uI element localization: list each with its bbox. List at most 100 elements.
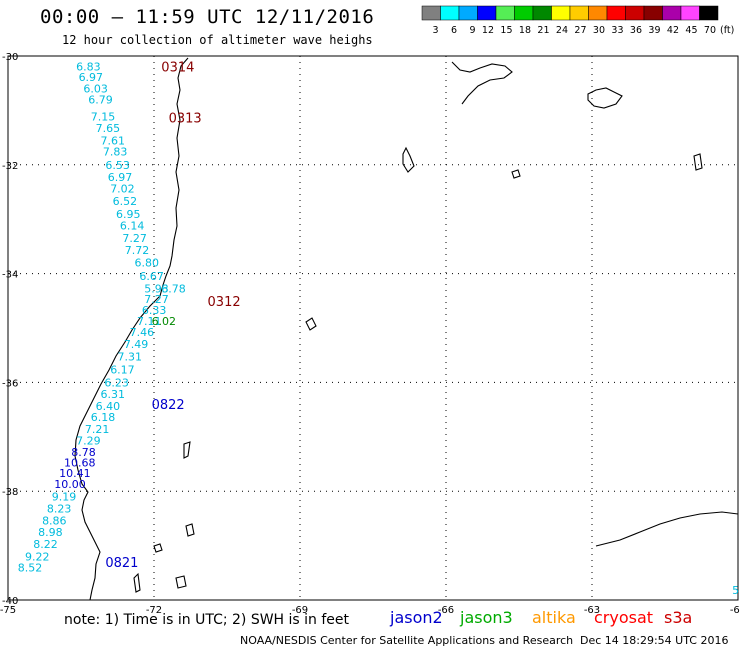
swh-value: 6.31 (100, 388, 125, 401)
swh-value: 8.23 (47, 503, 72, 516)
wave-observations: 6.836.976.036.797.157.657.617.836.536.97… (18, 60, 739, 597)
pass-label: 0822 (152, 398, 185, 413)
colorbar-tick-label: 27 (574, 25, 586, 36)
swh-value: 7.61 (100, 134, 125, 147)
swh-value: 6.83 (76, 60, 101, 73)
island-f (153, 543, 163, 553)
chile-coastline (74, 57, 189, 601)
pass-label: 0821 (105, 556, 138, 571)
swh-value: 7.27 (144, 293, 169, 306)
units-note: note: 1) Time is in UTC; 2) SWH is in fe… (64, 612, 350, 628)
swh-value: 10.68 (64, 456, 96, 469)
lon-tick-label: -63 (584, 605, 600, 615)
generated-timestamp: Dec 14 18:29:54 UTC 2016 (580, 634, 729, 647)
island-d (305, 317, 317, 331)
colorbar-tick-label: 39 (648, 25, 660, 36)
colorbar-tick-label: 9 (469, 25, 475, 36)
swh-value: 6.33 (142, 304, 167, 317)
swh-value: 6.52 (113, 195, 138, 208)
island-g (175, 575, 187, 589)
grid-lines (8, 56, 738, 600)
lon-tick-label: -69 (292, 605, 308, 615)
swh-value: 6.79 (88, 94, 113, 107)
colorbar-tick-label: 18 (519, 25, 531, 36)
swh-value: 7.72 (125, 244, 150, 257)
colorbar-tick-label: 24 (556, 25, 568, 36)
swh-value: 7.29 (76, 435, 101, 448)
lat-tick-label: -32 (2, 161, 18, 172)
island-a (587, 87, 623, 109)
swh-value: 7.46 (130, 326, 155, 339)
argentina-coast-south (595, 511, 739, 547)
lat-tick-label: -30 (2, 52, 18, 63)
swh-value: 7.21 (85, 423, 110, 436)
legend-altika: altika (532, 608, 576, 627)
swh-value: 5.93 (144, 282, 169, 295)
lon-tick-label: -60 (730, 605, 740, 615)
legend-cryosat: cryosat (594, 608, 654, 627)
swh-value: 6.53 (105, 159, 130, 172)
swh-value: 5 (732, 584, 739, 597)
island-c (511, 169, 521, 179)
swh-value: 10.41 (59, 467, 91, 480)
colorbar-tick-label: 12 (482, 25, 494, 36)
swh-value: 7.02 (110, 183, 135, 196)
swh-value: 8.52 (18, 561, 43, 574)
lat-tick-label: -40 (2, 596, 18, 607)
swh-value: 6.40 (96, 400, 121, 413)
colorbar-tick-label: 6 (451, 25, 457, 36)
island-i (133, 572, 141, 593)
coastline (74, 57, 739, 601)
swh-value: 7.49 (124, 338, 148, 351)
swh-value: 6.78 (161, 282, 186, 295)
island-b (402, 146, 415, 173)
lon-tick-label: -66 (438, 605, 454, 615)
swh-value: 6.02 (152, 315, 177, 328)
swh-value: 6.80 (135, 257, 160, 270)
swh-value: 7.65 (96, 122, 121, 135)
swh-value: 8.22 (33, 538, 58, 551)
island-h (185, 523, 195, 537)
colorbar-tick-label: 42 (667, 25, 679, 36)
swh-value: 6.97 (108, 171, 132, 184)
wave-height-colorbar: 3 6 9 12 15 18 21 24 27 30 33 36 39 42 45 70 (ft) (421, 5, 734, 36)
swh-value: 6.03 (83, 83, 108, 96)
swh-value: 7.11 (137, 315, 162, 328)
colorbar-tick-label: 15 (500, 25, 512, 36)
swh-value: 6.17 (110, 363, 135, 376)
colorbar-unit: (ft) (720, 25, 734, 36)
colorbar-tick-label: 3 (432, 25, 438, 36)
lat-tick-label: -38 (2, 487, 18, 498)
colorbar-tick-label: 70 (704, 25, 716, 36)
swh-value: 10.00 (54, 478, 86, 491)
legend-jason2: jason2 (390, 608, 443, 627)
swh-value: 6.97 (79, 71, 104, 84)
colorbar-tick-label: 45 (685, 25, 697, 36)
swh-value: 8.78 (71, 446, 96, 459)
swh-value: 7.27 (122, 232, 147, 245)
lat-tick-label: -34 (2, 270, 18, 281)
credit-line: NOAA/NESDIS Center for Satellite Applica… (240, 634, 574, 647)
colorbar-swatch (699, 5, 719, 21)
swh-value: 6.67 (139, 270, 164, 283)
swh-value: 7.83 (103, 146, 128, 159)
pass-label: 0313 (169, 111, 202, 126)
lon-tick-label: -75 (0, 605, 16, 615)
axis-labels: -30 -32 -34 -36 -38 -40-75 -72 -69 -66 -63 -60 (0, 52, 740, 615)
colorbar-tick-label: 21 (537, 25, 549, 36)
lon-tick-label: -72 (146, 605, 162, 615)
argentina-coast-north (451, 61, 513, 105)
swh-value: 6.18 (91, 411, 116, 424)
colorbar-tick-label: 30 (593, 25, 605, 36)
swh-value: 9.22 (25, 550, 50, 563)
swh-value: 6.14 (120, 220, 145, 233)
wave-height-map: -30 -32 -34 -36 -38 -40-75 -72 -69 -66 -63 -60 031… (0, 52, 740, 615)
swh-value: 6.23 (104, 376, 129, 389)
map-frame (7, 55, 739, 601)
colorbar-tick-label: 36 (630, 25, 642, 36)
map-title: 00:00 – 11:59 UTC 12/11/2016 (40, 6, 375, 28)
colorbar-tick-label: 33 (611, 25, 623, 36)
pass-label: 0312 (208, 295, 241, 310)
pass-labels: 0314 0313 0312 0822 0821 (105, 60, 240, 571)
